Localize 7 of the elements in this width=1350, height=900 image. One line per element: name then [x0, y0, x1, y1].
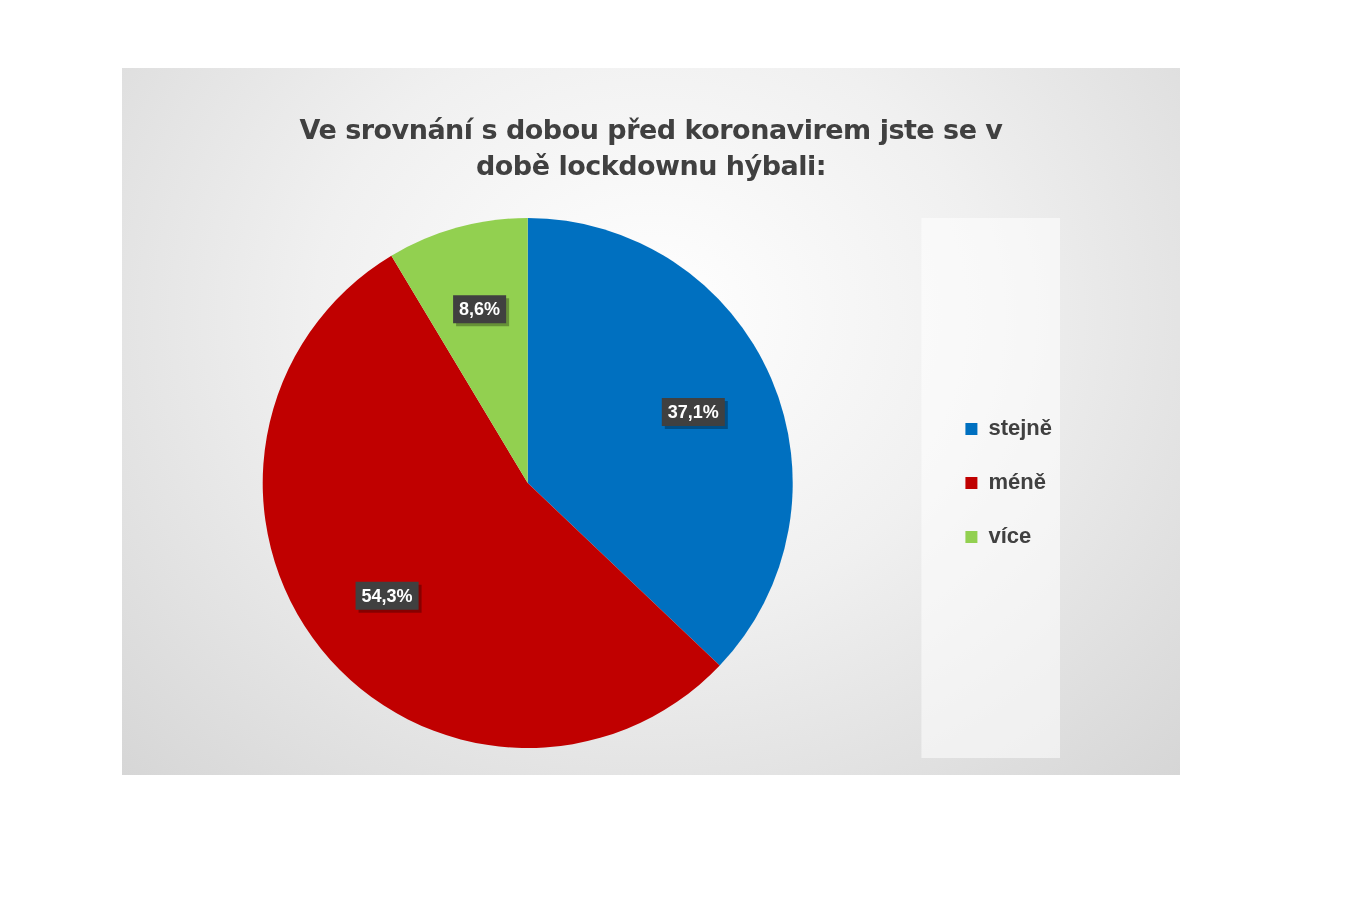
data-label: 54,3%	[361, 585, 413, 606]
legend-label: stejně	[988, 415, 1053, 441]
legend-label: více	[988, 523, 1032, 549]
data-label: 8,6%	[459, 299, 501, 320]
chart-title: Ve srovnání s dobou před koronavirem jste se v době lockdownu hýbali:	[298, 113, 1004, 183]
legend-label: méně	[988, 469, 1046, 495]
data-label: 37,1%	[667, 401, 719, 422]
